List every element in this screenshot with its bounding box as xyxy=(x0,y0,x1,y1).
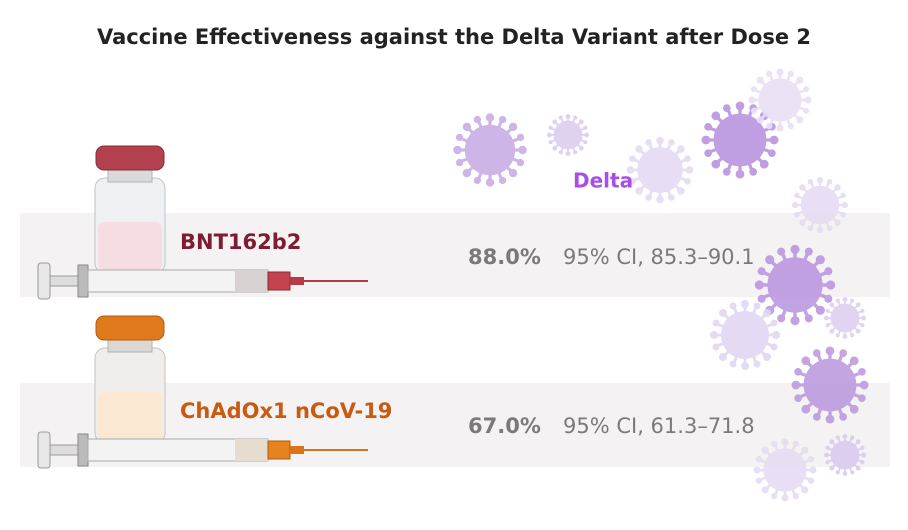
vaccine-name: ChAdOx1 nCoV-19 xyxy=(180,399,392,423)
confidence-interval: 95% CI, 61.3–71.8 xyxy=(563,414,755,438)
title: Vaccine Effectiveness against the Delta … xyxy=(97,25,811,49)
effectiveness: 67.0% xyxy=(468,414,541,438)
vial xyxy=(94,145,166,274)
variant-label: Delta xyxy=(573,169,633,193)
syringe xyxy=(37,262,368,300)
confidence-interval: 95% CI, 85.3–90.1 xyxy=(563,245,755,269)
vaccine-name: BNT162b2 xyxy=(180,230,301,254)
syringe xyxy=(37,431,368,469)
vial xyxy=(94,315,166,444)
effectiveness: 88.0% xyxy=(468,245,541,269)
